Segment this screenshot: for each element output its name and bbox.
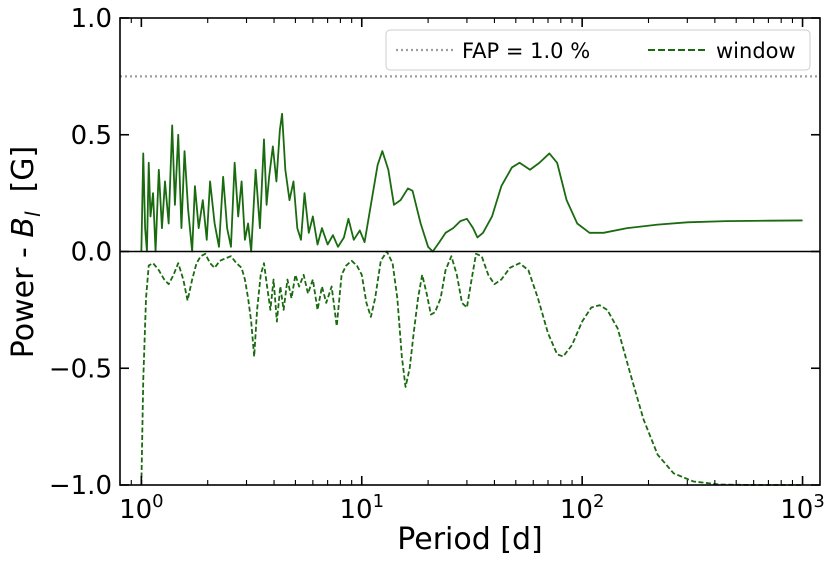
x-tick-label-exponent: 3 <box>813 491 824 512</box>
series-layer <box>140 112 803 486</box>
x-tick-label: 102 <box>560 491 605 525</box>
y-tick-label: 1.0 <box>71 4 112 34</box>
y-axis-title: Power - Bl [G] <box>6 146 45 359</box>
legend-fap-label: FAP = 1.0 % <box>462 39 590 63</box>
x-tick-label: 100 <box>119 491 164 525</box>
series-line-window <box>140 250 803 486</box>
y-axis-title-subscript: l <box>21 211 45 217</box>
y-axis-ticks: 1.0 0.5 0.0 −0.5 −1.0 <box>49 4 820 501</box>
x-tick-label-exponent: 1 <box>373 491 384 512</box>
x-axis-ticks: 100 101 102 103 <box>119 18 825 525</box>
x-tick-label-exponent: 0 <box>152 491 163 512</box>
y-tick-label: −1.0 <box>49 471 112 501</box>
y-axis-title-unit: [G] <box>6 146 41 212</box>
y-tick-label: 0.0 <box>71 238 112 268</box>
x-axis-title: Period [d] <box>397 522 543 557</box>
x-tick-label-base: 10 <box>780 495 813 525</box>
x-tick-label-base: 10 <box>560 495 593 525</box>
legend-box <box>385 29 811 71</box>
y-tick-label: −0.5 <box>49 354 112 384</box>
legend: FAP = 1.0 % window <box>385 29 811 71</box>
y-tick-label: 0.5 <box>71 121 112 151</box>
y-axis-title-symbol: B <box>6 217 41 238</box>
x-tick-label-base: 10 <box>119 495 152 525</box>
y-axis-title-main: Power - <box>6 238 41 359</box>
x-tick-label: 103 <box>780 491 825 525</box>
legend-window-label: window <box>716 39 796 63</box>
x-tick-label-base: 10 <box>339 495 372 525</box>
series-line-power <box>140 112 803 253</box>
x-tick-label-exponent: 2 <box>593 491 604 512</box>
plot-area <box>120 75 820 486</box>
x-tick-label: 101 <box>339 491 384 525</box>
